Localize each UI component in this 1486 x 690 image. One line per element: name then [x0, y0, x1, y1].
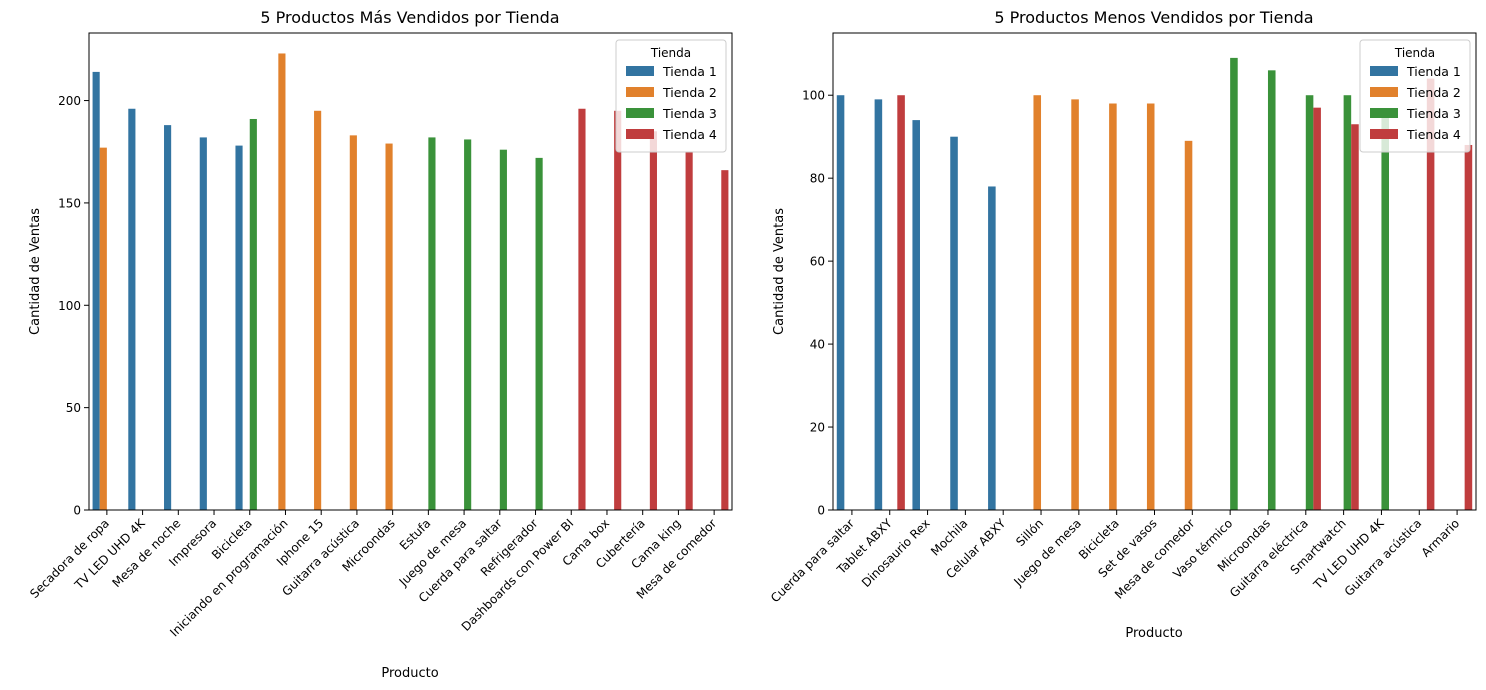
bar-tienda-4-mesa-de-comedor [721, 170, 729, 510]
bar-tienda-1-bicicleta [235, 145, 243, 510]
legend: Tienda Tienda 1 Tienda 2 Tienda 3 Tienda 4 [1359, 39, 1471, 153]
bars [836, 57, 1473, 511]
y-axis: 0 50 100 150 200 [58, 94, 89, 518]
x-tick-label-sillon: Sillón [1013, 516, 1046, 549]
bar-tienda-2-iniciando-en-programacion [278, 53, 286, 510]
bar-tienda-3-vaso-termico [1230, 57, 1238, 510]
x-tick-label-juego-de-mesa: Juego de mesa [1011, 516, 1084, 589]
bar-tienda-4-smartwatch [1351, 124, 1359, 510]
legend-label-tienda-3: Tienda 3 [1406, 106, 1461, 121]
bar-tienda-4-dashboards-con-power-bi [578, 108, 586, 510]
y-tick-label: 40 [810, 338, 825, 352]
bar-tienda-2-juego-de-mesa [1071, 99, 1079, 511]
bar-tienda-1-tablet-abxy [874, 99, 883, 511]
chart-top-sellers: 5 Productos Más Vendidos por Tienda Cant… [27, 8, 733, 681]
y-tick-label: 0 [817, 504, 825, 518]
legend-swatch-tienda-4 [626, 129, 654, 139]
bar-tienda-2-guitarra-acustica [349, 135, 357, 511]
bar-tienda-2-mesa-de-comedor [1184, 140, 1193, 510]
y-tick-label: 150 [58, 196, 81, 210]
legend-swatch-tienda-2 [1370, 87, 1398, 97]
bar-tienda-2-secadora-de-ropa [99, 147, 107, 510]
bar-tienda-3-cuerda-para-saltar [499, 149, 507, 510]
legend-label-tienda-2: Tienda 2 [662, 85, 717, 100]
bar-tienda-1-dinosaurio-rex [912, 120, 920, 510]
legend-label-tienda-1: Tienda 1 [1406, 64, 1461, 79]
bar-tienda-2-bicicleta [1109, 103, 1117, 510]
bar-tienda-4-armario [1464, 144, 1473, 511]
y-tick-label: 20 [810, 421, 825, 435]
bar-tienda-2-set-de-vasos [1146, 103, 1155, 510]
bar-tienda-4-cama-box [614, 110, 622, 510]
bars [92, 53, 729, 511]
bar-tienda-3-bicicleta [249, 118, 257, 510]
legend-title: Tienda [1394, 46, 1435, 60]
bar-tienda-3-smartwatch [1343, 95, 1352, 510]
legend-swatch-tienda-2 [626, 87, 654, 97]
x-axis-label: Producto [1125, 626, 1182, 641]
y-tick-label: 0 [73, 504, 81, 518]
y-tick-label: 80 [810, 172, 825, 186]
y-axis-label: Cantidad de Ventas [28, 208, 43, 335]
bar-tienda-2-sillon [1033, 95, 1042, 510]
bar-tienda-3-tv-led-uhd-4k [1381, 111, 1389, 510]
y-tick-label: 50 [66, 401, 81, 415]
x-axis-label: Producto [381, 666, 438, 681]
chart-title: 5 Productos Más Vendidos por Tienda [260, 8, 559, 27]
legend-swatch-tienda-3 [626, 108, 654, 118]
bar-tienda-1-celular-abxy [988, 186, 996, 510]
x-tick-label-dinosaurio-rex: Dinosaurio Rex [859, 516, 933, 590]
y-tick-label: 100 [58, 299, 81, 313]
bar-tienda-1-secadora-de-ropa [92, 71, 100, 511]
legend: Tienda Tienda 1 Tienda 2 Tienda 3 Tienda 4 [615, 39, 727, 153]
legend-label-tienda-1: Tienda 1 [662, 64, 717, 79]
chart-bottom-sellers: 5 Productos Menos Vendidos por Tienda Ca… [768, 8, 1477, 641]
bar-tienda-1-mochila [950, 136, 958, 510]
y-tick-label: 200 [58, 94, 81, 108]
chart-title: 5 Productos Menos Vendidos por Tienda [994, 8, 1313, 27]
bar-tienda-3-guitarra-electrica [1305, 95, 1314, 510]
bar-tienda-1-mesa-de-noche [164, 125, 172, 511]
plot-frame [832, 32, 1477, 511]
y-tick-label: 100 [802, 89, 825, 103]
bar-tienda-4-tablet-abxy [897, 95, 905, 510]
y-tick-label: 60 [810, 255, 825, 269]
x-tick-label-armario: Armario [1419, 516, 1463, 560]
y-axis-label: Cantidad de Ventas [772, 208, 787, 335]
plot-frame [88, 32, 733, 511]
bar-tienda-4-guitarra-acustica [1426, 78, 1435, 510]
legend-label-tienda-3: Tienda 3 [662, 106, 717, 121]
legend-swatch-tienda-1 [626, 66, 654, 76]
legend-title: Tienda [650, 46, 691, 60]
bar-tienda-1-cuerda-para-saltar [836, 95, 845, 510]
bar-tienda-3-microondas [1267, 70, 1276, 510]
legend-label-tienda-4: Tienda 4 [662, 127, 717, 142]
bar-tienda-3-refrigerador [535, 157, 543, 510]
bar-tienda-2-iphone-15 [314, 110, 322, 510]
bar-tienda-4-guitarra-electrica [1313, 107, 1321, 510]
legend-label-tienda-2: Tienda 2 [1406, 85, 1461, 100]
bar-tienda-4-cama-king [685, 151, 693, 511]
bar-tienda-2-microondas [385, 143, 393, 511]
y-axis: 0 20 40 60 80 100 [802, 89, 833, 518]
bar-tienda-4-cuberteria [649, 131, 657, 510]
legend-swatch-tienda-3 [1370, 108, 1398, 118]
bar-tienda-3-estufa [428, 137, 436, 510]
bar-tienda-3-juego-de-mesa [464, 139, 472, 510]
legend-swatch-tienda-1 [1370, 66, 1398, 76]
bar-tienda-1-tv-led-uhd-4k [128, 108, 136, 510]
legend-label-tienda-4: Tienda 4 [1406, 127, 1461, 142]
legend-swatch-tienda-4 [1370, 129, 1398, 139]
bar-tienda-1-impresora [199, 137, 207, 510]
